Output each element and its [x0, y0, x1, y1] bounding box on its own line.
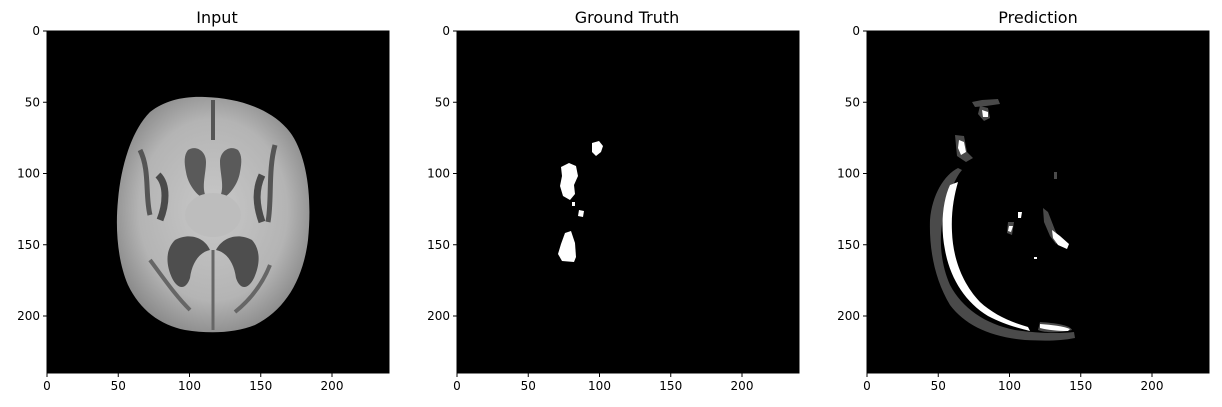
y-tick-label: 0 — [442, 24, 450, 38]
image-background — [457, 31, 799, 373]
panel-ground-truth: Ground Truth 0 50 100 150 200 0 50 100 150 200 — [427, 8, 800, 393]
x-tick-label: 50 — [521, 379, 536, 393]
insula-left — [155, 172, 169, 222]
sulci — [265, 144, 278, 223]
panel-prediction: Prediction 0 50 100 150 200 0 — [837, 8, 1210, 393]
x-tick-label: 0 — [43, 379, 51, 393]
y-axis: 0 50 100 150 200 — [837, 24, 867, 323]
x-tick-label: 200 — [321, 379, 344, 393]
brain-mri-image — [116, 96, 310, 333]
y-tick-label: 150 — [837, 238, 860, 252]
sulci — [233, 264, 272, 314]
y-tick-label: 100 — [17, 167, 40, 181]
x-axis: 0 50 100 150 200 — [863, 373, 1163, 393]
x-axis: 0 50 100 150 200 — [43, 373, 343, 393]
y-tick-label: 50 — [25, 95, 40, 109]
y-tick-label: 100 — [427, 167, 450, 181]
x-tick-label: 0 — [863, 379, 871, 393]
y-tick-label: 200 — [427, 309, 450, 323]
y-tick-label: 100 — [837, 167, 860, 181]
y-tick-label: 50 — [845, 95, 860, 109]
axes-frame — [46, 30, 390, 374]
panel-title-ground-truth: Ground Truth — [575, 8, 680, 27]
x-tick-label: 200 — [731, 379, 754, 393]
lesion-blob — [572, 202, 575, 206]
x-tick-label: 150 — [249, 379, 272, 393]
panel-title-prediction: Prediction — [998, 8, 1077, 27]
ventricle-frontal-left — [184, 148, 208, 200]
y-tick-label: 0 — [32, 24, 40, 38]
predicted-region-white — [942, 182, 1030, 331]
ventricle-occipital-right — [216, 236, 259, 287]
panel-title-input: Input — [196, 8, 237, 27]
y-tick-label: 150 — [427, 238, 450, 252]
x-tick-label: 0 — [453, 379, 461, 393]
x-tick-label: 100 — [588, 379, 611, 393]
panel-input: Input 0 50 100 150 200 0 50 100 150 200 — [17, 8, 390, 393]
x-tick-label: 50 — [931, 379, 946, 393]
predicted-region-white — [958, 140, 966, 155]
ventricle-occipital-left — [167, 236, 210, 287]
predicted-region-white — [1018, 212, 1022, 218]
axes-frame — [866, 30, 1210, 374]
y-tick-label: 0 — [852, 24, 860, 38]
lesion-blob — [558, 231, 576, 262]
sulci — [137, 148, 153, 216]
lesion-blob — [560, 163, 578, 200]
lesion-blob — [592, 141, 603, 156]
thalamus — [185, 193, 241, 237]
predicted-region-gray — [929, 168, 1075, 341]
predicted-region-white — [1040, 324, 1070, 331]
predicted-region-gray — [1054, 172, 1057, 179]
predicted-region-white — [1008, 226, 1013, 232]
predicted-region-white — [1052, 230, 1069, 249]
predicted-region-white — [982, 110, 988, 117]
image-background — [867, 31, 1209, 373]
x-tick-label: 150 — [659, 379, 682, 393]
y-tick-label: 200 — [837, 309, 860, 323]
predicted-region-white — [1034, 257, 1037, 259]
y-tick-label: 200 — [17, 309, 40, 323]
insula-right — [253, 173, 266, 224]
sulci — [148, 258, 192, 312]
y-tick-label: 50 — [435, 95, 450, 109]
x-tick-label: 100 — [998, 379, 1021, 393]
y-axis: 0 50 100 150 200 — [17, 24, 47, 323]
x-tick-label: 200 — [1141, 379, 1164, 393]
y-tick-label: 150 — [17, 238, 40, 252]
x-axis: 0 50 100 150 200 — [453, 373, 753, 393]
x-tick-label: 50 — [111, 379, 126, 393]
predicted-region-gray — [972, 99, 1000, 107]
prediction-mask — [929, 99, 1075, 341]
ventricle-frontal-right — [218, 148, 242, 200]
ground-truth-mask — [558, 141, 603, 262]
x-tick-label: 100 — [178, 379, 201, 393]
y-axis: 0 50 100 150 200 — [427, 24, 457, 323]
x-tick-label: 150 — [1069, 379, 1092, 393]
lesion-blob — [578, 210, 584, 217]
axes-frame — [456, 30, 800, 374]
